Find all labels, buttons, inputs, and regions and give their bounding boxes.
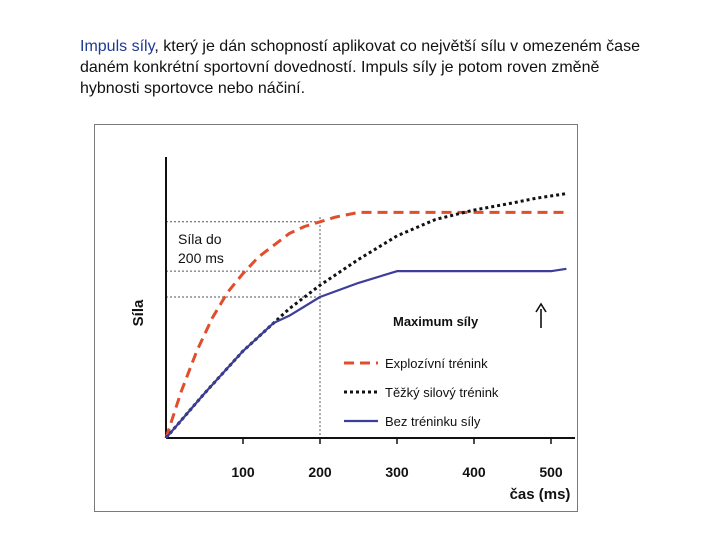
max-force-label: Maximum síly: [393, 314, 479, 329]
x-tick-label: 400: [462, 464, 486, 480]
legend-label: Bez tréninku síly: [385, 414, 481, 429]
up-arrow-icon: [535, 302, 547, 328]
legend-label: Explozívní trénink: [385, 356, 488, 371]
chart-frame: [94, 124, 578, 512]
series-line-dashed: [164, 210, 567, 439]
legend-label: Těžký silový trénink: [385, 385, 499, 400]
x-tick-label: 300: [385, 464, 409, 480]
x-tick-label: 200: [308, 464, 332, 480]
series-line-solid: [165, 267, 567, 439]
force-label-line1: Síla do: [178, 231, 222, 247]
intro-paragraph: Impuls síly, který je dán schopností apl…: [80, 36, 650, 99]
x-ticks: 100 200 300 400 500: [231, 438, 563, 480]
x-tick-label: 100: [231, 464, 255, 480]
series-lines: [164, 192, 567, 439]
x-tick-label: 500: [539, 464, 563, 480]
intro-term: Impuls síly: [80, 38, 155, 55]
y-axis-title: Síla: [130, 299, 147, 326]
x-axis-title: čas (ms): [510, 486, 571, 503]
axes: [165, 157, 575, 439]
reference-lines: [166, 217, 321, 438]
intro-text: , který je dán schopností aplikovat co n…: [80, 38, 640, 97]
series-line-dotted: [164, 192, 567, 439]
force-label-line2: 200 ms: [178, 250, 224, 266]
legend: Explozívní trénink Těžký silový trénink Be…: [344, 356, 499, 429]
